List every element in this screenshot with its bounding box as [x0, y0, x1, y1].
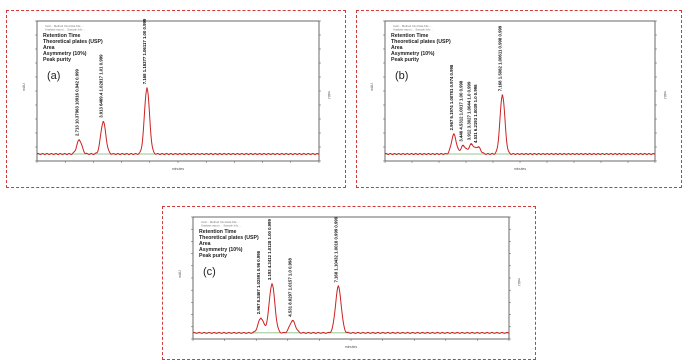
peak-label: 4.531 8.6297 1.0157 1.0 0.998 — [288, 258, 293, 317]
x-axis-label: minutes — [514, 167, 527, 171]
peak-label: 7.168 1.5082 1.00611 0.998 0.999 — [497, 25, 502, 91]
legend-line: Retention Time — [391, 33, 428, 39]
legend-line: Retention Time — [43, 33, 80, 39]
peak-marker — [501, 94, 504, 96]
peak-label: 3.446 4.5312 1.0017 1.00 0.998 — [458, 80, 463, 142]
legend-line: Theoretical plates (USP) — [43, 39, 103, 45]
legend-line: Area — [43, 45, 55, 51]
y-axis-label: mAU — [22, 83, 26, 91]
chromatogram-panel-a: Cetir... Method Info Data File ... Analys… — [6, 10, 346, 188]
y-axis-label: mAU — [178, 270, 182, 278]
legend-line: Theoretical plates (USP) — [391, 39, 451, 45]
peak-label: 2.713 10.37963 10916 0.942 0.999 — [74, 68, 79, 136]
y-axis-label: mAU — [370, 83, 374, 91]
panel-label: (a) — [47, 70, 60, 82]
peak-label: 2.967 6.1974 1.00781 0.974 0.998 — [449, 64, 454, 130]
chromatogram-c: Cetir... Method Info Data File ...Analys… — [178, 216, 521, 349]
peak-marker — [470, 143, 473, 145]
legend-line: Retention Time — [199, 229, 236, 235]
panel-label: (b) — [395, 70, 408, 82]
legend-line: Peak purity — [391, 57, 419, 63]
peak-label: 7.168 1.10432 1.0018 0.999 0.999 — [333, 216, 338, 282]
header-info: Cetir... Method Info Data File ... — [201, 220, 240, 224]
peak-marker — [462, 144, 465, 147]
chromatogram-trace — [384, 95, 656, 156]
peak-marker — [102, 121, 105, 123]
peak-marker — [271, 283, 273, 285]
chromatogram-panel-c: Cetir... Method Info Data File ... Analys… — [162, 206, 536, 360]
peak-marker — [146, 87, 148, 89]
peak-marker — [260, 317, 262, 320]
peak-label: 4.531 6.2193 1.0039 1.0 0.998 — [473, 84, 478, 143]
peak-label: 3.913 6469.4 1.02817 1.01 0.999 — [98, 54, 103, 118]
peak-label: 2.967 8.3467 1.02591 0.98 0.998 — [256, 250, 261, 314]
y-axis-label-right: mAU — [517, 278, 521, 286]
chromatogram-trace — [36, 87, 320, 156]
legend-line: Peak purity — [199, 253, 227, 259]
y-axis-label-right: mAU — [663, 91, 667, 99]
panel-label: (c) — [203, 266, 216, 278]
legend-line: Asymmetry (10%) — [43, 51, 87, 57]
x-axis-label: minutes — [345, 345, 358, 349]
legend-line: Area — [199, 241, 211, 247]
peak-label: 3.193 4.3412 1.0128 1.00 0.999 — [267, 219, 272, 281]
peak-marker — [453, 133, 455, 136]
y-axis-label-right: mAU — [327, 91, 331, 99]
chromatogram-trace — [192, 283, 510, 334]
peak-marker — [78, 139, 81, 141]
legend-line: Area — [391, 45, 403, 51]
legend-line: Asymmetry (10%) — [199, 247, 243, 253]
chromatogram-panel-b: Cetir... Method Info Data File ... Analys… — [356, 10, 682, 188]
header-info: Cetir... Method Info Data File ... — [45, 24, 84, 28]
peak-label: 7.168 1.18377 1.06117 1.00 0.999 — [142, 18, 147, 84]
chromatogram-b: Cetir... Method Info Data File ...Analys… — [370, 20, 667, 171]
header-info-2: Analysis report ... Sample Info ... — [45, 28, 86, 32]
peak-marker — [337, 285, 340, 288]
peak-marker — [291, 319, 294, 322]
legend-line: Asymmetry (10%) — [391, 51, 435, 57]
legend-line: Peak purity — [43, 57, 71, 63]
header-info-2: Analysis report ... Sample Info ... — [201, 224, 242, 228]
chromatogram-a: Cetir... Method Info Data File ...Analys… — [22, 18, 331, 171]
x-axis-label: minutes — [172, 167, 185, 171]
peak-label: 3.912 3.3027 1.0044 1.0 0.999 — [466, 81, 471, 140]
legend-line: Theoretical plates (USP) — [199, 235, 259, 241]
header-info: Cetir... Method Info Data File ... — [393, 24, 432, 28]
header-info-2: Analysis report ... Sample Info ... — [393, 28, 434, 32]
peak-marker — [477, 146, 479, 148]
